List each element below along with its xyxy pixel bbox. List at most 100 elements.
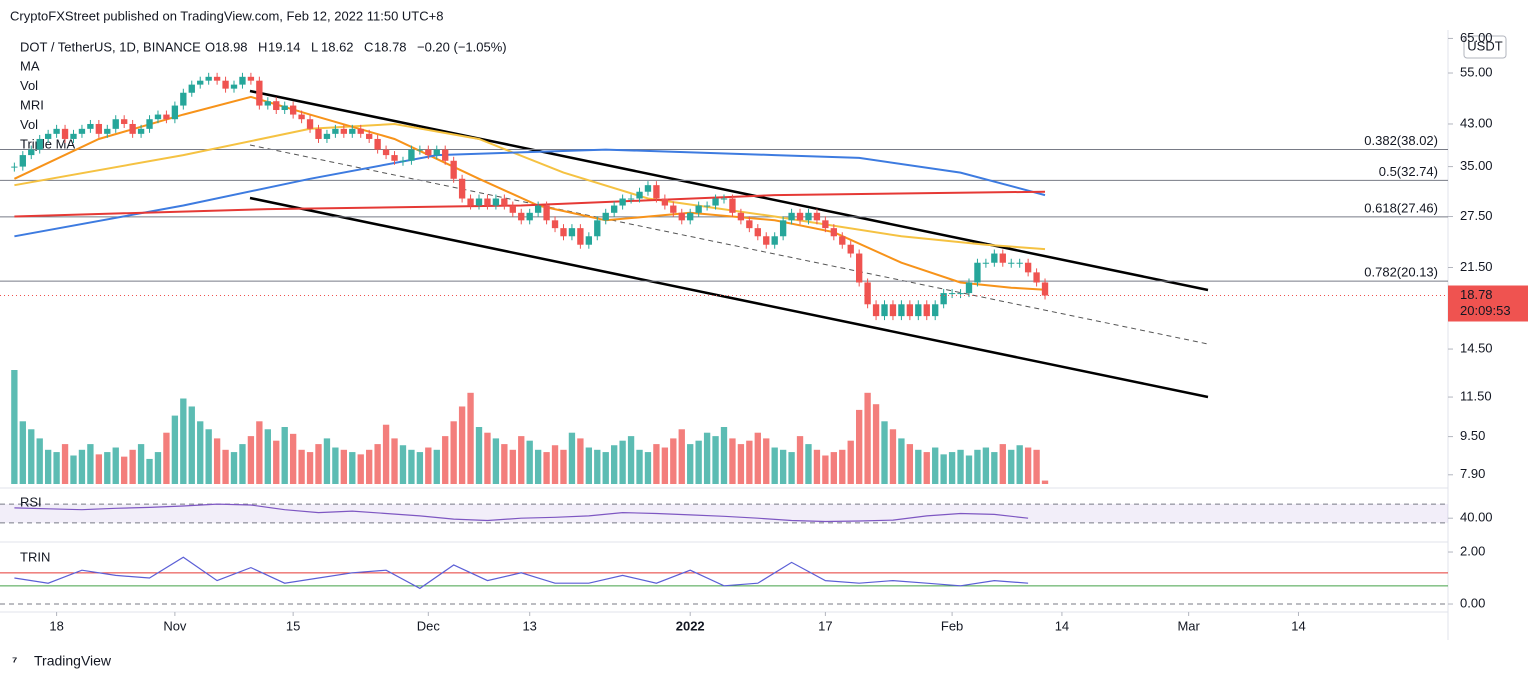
volume-bar: [230, 452, 238, 484]
candle: [366, 133, 373, 139]
candle: [796, 212, 804, 221]
x-tick-label: 17: [818, 618, 832, 633]
volume-bar: [36, 438, 43, 484]
y-tick-label: 14.50: [1460, 340, 1493, 355]
candle: [957, 293, 964, 295]
candle: [847, 244, 854, 254]
candle: [44, 133, 52, 139]
candle: [509, 205, 516, 213]
candle: [729, 198, 736, 213]
ohlc-label: C: [364, 39, 373, 54]
volume-bar: [61, 444, 69, 484]
candle: [568, 228, 576, 237]
volume-bar: [822, 455, 829, 484]
candle: [146, 119, 153, 129]
volume-bar: [982, 447, 990, 484]
pane-bg: [0, 30, 1448, 610]
y-tick-label: 35.00: [1460, 158, 1493, 173]
ohlc-label: L: [311, 39, 318, 54]
volume-bar: [509, 449, 516, 484]
volume-bar: [577, 438, 584, 484]
currency: USDT: [1467, 38, 1502, 53]
candle: [399, 160, 407, 162]
candle: [940, 293, 947, 305]
volume-bar: [104, 452, 111, 484]
volume-bar: [839, 449, 846, 484]
candle: [298, 114, 305, 120]
volume-bar: [281, 427, 288, 484]
volume-bar: [560, 449, 567, 484]
volume-bar: [11, 370, 18, 484]
candle: [898, 304, 905, 317]
candle: [197, 80, 204, 85]
volume-bar: [137, 444, 145, 484]
volume-bar: [442, 436, 449, 484]
x-tick-label: 18: [49, 618, 63, 633]
volume-bar: [712, 436, 719, 484]
volume-bar: [112, 447, 119, 484]
candle: [653, 185, 660, 199]
volume-bar: [289, 433, 297, 484]
candle: [332, 128, 339, 134]
candle: [560, 228, 567, 237]
candle: [602, 212, 609, 221]
trin-title: TRIN: [20, 549, 50, 564]
moving-average: [13, 95, 1046, 291]
candle: [281, 105, 288, 111]
candle: [585, 236, 592, 245]
candle: [712, 198, 719, 206]
candle: [433, 149, 440, 156]
volume-bar: [627, 436, 635, 484]
candle: [374, 138, 381, 150]
candle: [467, 198, 474, 206]
volume-bar: [171, 415, 179, 484]
volume-bar: [1008, 449, 1015, 484]
candle: [416, 149, 424, 151]
candle: [974, 262, 981, 283]
candle: [222, 80, 229, 89]
last-price-box: [1448, 285, 1528, 322]
candle: [518, 212, 525, 221]
volume-bar: [720, 427, 728, 484]
candle: [171, 105, 179, 120]
candle: [678, 212, 685, 221]
candle: [323, 133, 331, 139]
candle: [425, 149, 432, 156]
volume-bar: [906, 444, 914, 484]
volume-bar: [889, 429, 897, 484]
volume-bar: [619, 440, 626, 484]
volume-bar: [526, 440, 533, 484]
channel-mid: [249, 144, 1209, 345]
candle: [315, 128, 322, 139]
x-tick-label: 15: [286, 618, 300, 633]
volume-bar: [585, 447, 592, 484]
candle: [619, 198, 626, 206]
candle: [28, 149, 35, 156]
candle: [213, 76, 221, 81]
volume-bar: [366, 449, 373, 484]
volume-bar: [332, 447, 339, 484]
volume-bar: [543, 452, 550, 484]
volume-bar: [948, 452, 956, 484]
rsi-line: [14, 503, 1029, 523]
y-tick-label: 2.00: [1460, 543, 1485, 558]
candle: [661, 198, 669, 206]
candle: [805, 212, 812, 221]
indicator-label: Vol: [20, 117, 38, 132]
candle: [534, 205, 542, 213]
candle: [923, 304, 930, 317]
volume-bar: [687, 444, 694, 484]
header: CryptoFXStreet published on TradingView.…: [10, 8, 443, 23]
candle: [382, 149, 390, 156]
volume-bar: [205, 429, 212, 484]
candle: [839, 236, 846, 245]
ohlc-value: 18.98: [215, 39, 248, 54]
candle: [889, 304, 897, 317]
candle: [948, 293, 956, 295]
volume-bar: [475, 427, 483, 484]
volume-bar: [298, 449, 305, 484]
candle: [112, 119, 119, 129]
volume-bar: [636, 449, 643, 484]
volume-bar: [425, 447, 432, 484]
